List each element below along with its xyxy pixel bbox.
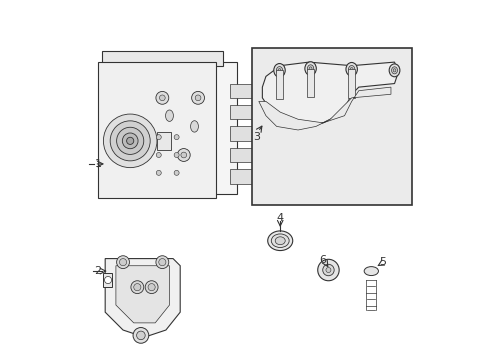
Bar bbox=[230, 126, 255, 141]
Ellipse shape bbox=[278, 69, 281, 72]
Circle shape bbox=[133, 328, 148, 343]
Text: 6: 6 bbox=[319, 255, 326, 265]
Polygon shape bbox=[116, 266, 169, 323]
FancyBboxPatch shape bbox=[98, 62, 216, 198]
Circle shape bbox=[156, 170, 161, 175]
Ellipse shape bbox=[276, 67, 282, 74]
Ellipse shape bbox=[307, 65, 313, 72]
Circle shape bbox=[103, 114, 157, 168]
Bar bbox=[157, 132, 171, 150]
Bar bbox=[230, 169, 255, 184]
Polygon shape bbox=[262, 62, 397, 126]
Ellipse shape bbox=[165, 110, 173, 121]
Circle shape bbox=[325, 267, 330, 273]
Ellipse shape bbox=[349, 68, 352, 71]
Ellipse shape bbox=[308, 67, 311, 70]
Circle shape bbox=[322, 264, 333, 276]
Ellipse shape bbox=[190, 121, 198, 132]
Ellipse shape bbox=[345, 63, 357, 76]
Ellipse shape bbox=[388, 64, 399, 77]
Text: 4: 4 bbox=[276, 212, 283, 222]
FancyBboxPatch shape bbox=[105, 62, 237, 194]
Circle shape bbox=[177, 149, 190, 161]
Ellipse shape bbox=[364, 267, 378, 275]
Ellipse shape bbox=[267, 231, 292, 251]
Circle shape bbox=[317, 259, 339, 281]
Circle shape bbox=[156, 91, 168, 104]
Circle shape bbox=[145, 281, 158, 294]
Text: 2: 2 bbox=[94, 266, 102, 276]
Polygon shape bbox=[105, 258, 180, 337]
Circle shape bbox=[159, 95, 165, 101]
Circle shape bbox=[116, 127, 143, 154]
Ellipse shape bbox=[271, 234, 288, 248]
Ellipse shape bbox=[275, 237, 285, 245]
Ellipse shape bbox=[391, 67, 397, 74]
Circle shape bbox=[148, 284, 155, 291]
FancyBboxPatch shape bbox=[276, 70, 283, 99]
Circle shape bbox=[131, 281, 143, 294]
Circle shape bbox=[116, 256, 129, 269]
Circle shape bbox=[174, 153, 179, 157]
Circle shape bbox=[156, 256, 168, 269]
Circle shape bbox=[156, 153, 161, 157]
Circle shape bbox=[134, 284, 141, 291]
Circle shape bbox=[174, 170, 179, 175]
Circle shape bbox=[119, 258, 126, 266]
Bar bbox=[103, 273, 112, 287]
Circle shape bbox=[174, 135, 179, 140]
Ellipse shape bbox=[304, 62, 316, 75]
Circle shape bbox=[122, 133, 138, 149]
Polygon shape bbox=[258, 87, 390, 130]
Circle shape bbox=[181, 152, 186, 158]
Ellipse shape bbox=[392, 69, 395, 72]
Circle shape bbox=[110, 121, 150, 161]
Text: 3: 3 bbox=[253, 132, 260, 142]
Circle shape bbox=[126, 137, 134, 144]
FancyBboxPatch shape bbox=[306, 68, 313, 97]
Circle shape bbox=[104, 276, 111, 284]
Circle shape bbox=[159, 258, 165, 266]
Bar bbox=[230, 84, 255, 98]
FancyBboxPatch shape bbox=[102, 51, 223, 66]
FancyBboxPatch shape bbox=[347, 69, 354, 98]
Circle shape bbox=[156, 135, 161, 140]
Circle shape bbox=[136, 331, 145, 340]
Circle shape bbox=[195, 95, 201, 101]
Ellipse shape bbox=[273, 64, 285, 77]
Circle shape bbox=[191, 91, 204, 104]
FancyBboxPatch shape bbox=[251, 48, 411, 205]
Bar bbox=[230, 148, 255, 162]
Bar bbox=[230, 105, 255, 119]
Text: 5: 5 bbox=[378, 257, 385, 267]
Ellipse shape bbox=[348, 66, 354, 73]
Text: 1: 1 bbox=[94, 159, 102, 169]
